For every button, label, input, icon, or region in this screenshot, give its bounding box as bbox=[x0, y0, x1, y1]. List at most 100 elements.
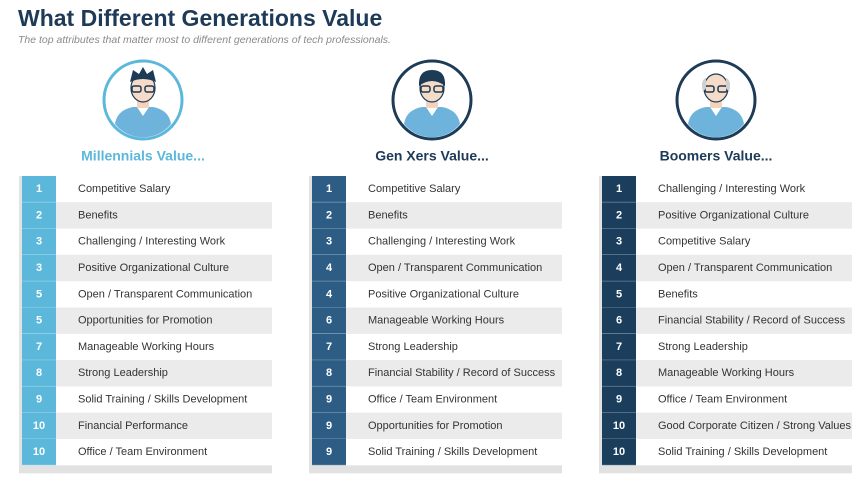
rank: 9 bbox=[36, 393, 42, 405]
row-background bbox=[602, 360, 852, 387]
rank: 4 bbox=[326, 288, 333, 300]
rank: 8 bbox=[616, 367, 622, 379]
row-background bbox=[602, 333, 852, 361]
row-background bbox=[22, 307, 272, 334]
rank: 7 bbox=[36, 341, 42, 353]
column-heading: Gen Xers Value... bbox=[375, 148, 489, 164]
row-background bbox=[312, 333, 562, 361]
attribute: Good Corporate Citizen / Strong Values bbox=[658, 420, 852, 432]
attribute: Financial Performance bbox=[78, 420, 188, 432]
attribute: Solid Training / Skills Development bbox=[658, 446, 827, 458]
row-background bbox=[22, 228, 272, 255]
row-background bbox=[602, 254, 852, 282]
rank-box bbox=[312, 228, 346, 255]
rank-box bbox=[602, 281, 636, 308]
rank-box bbox=[312, 412, 346, 439]
rank: 2 bbox=[326, 209, 332, 221]
attribute: Office / Team Environment bbox=[78, 446, 207, 458]
rank-box bbox=[22, 281, 56, 308]
row-background bbox=[312, 386, 562, 413]
row-background bbox=[312, 202, 562, 229]
rank: 7 bbox=[326, 341, 332, 353]
column-heading: Boomers Value... bbox=[660, 148, 773, 164]
attribute: Office / Team Environment bbox=[658, 393, 787, 405]
rank: 9 bbox=[326, 420, 332, 432]
attribute: Open / Transparent Communication bbox=[368, 262, 542, 274]
rank-box bbox=[312, 360, 346, 387]
rank-box bbox=[312, 333, 346, 361]
row-background bbox=[602, 228, 852, 255]
rank: 8 bbox=[326, 367, 332, 379]
rank-box bbox=[602, 360, 636, 387]
rank-box bbox=[312, 202, 346, 229]
attribute: Office / Team Environment bbox=[368, 393, 497, 405]
row-background bbox=[312, 254, 562, 282]
rank-box bbox=[22, 176, 56, 203]
rank-box bbox=[602, 386, 636, 413]
rank-box bbox=[22, 360, 56, 387]
attribute: Positive Organizational Culture bbox=[658, 209, 809, 221]
rank: 10 bbox=[33, 420, 45, 432]
row-background bbox=[312, 228, 562, 255]
rank: 5 bbox=[36, 288, 42, 300]
rank-box bbox=[312, 176, 346, 203]
attribute: Benefits bbox=[658, 288, 698, 300]
attribute: Open / Transparent Communication bbox=[78, 288, 252, 300]
rank-box bbox=[22, 228, 56, 255]
attribute: Benefits bbox=[78, 209, 118, 221]
rank: 10 bbox=[613, 420, 625, 432]
attribute: Manageable Working Hours bbox=[368, 315, 505, 327]
rank-box bbox=[312, 439, 346, 466]
attribute: Manageable Working Hours bbox=[78, 341, 215, 353]
attribute: Competitive Salary bbox=[658, 236, 751, 248]
row-background bbox=[22, 176, 272, 203]
row-background bbox=[22, 333, 272, 361]
rank: 9 bbox=[616, 393, 622, 405]
attribute: Manageable Working Hours bbox=[658, 367, 795, 379]
attribute: Competitive Salary bbox=[368, 183, 461, 195]
attribute: Benefits bbox=[368, 209, 408, 221]
rank-box bbox=[602, 254, 636, 282]
row-background bbox=[602, 307, 852, 334]
attribute: Positive Organizational Culture bbox=[78, 262, 229, 274]
attribute: Strong Leadership bbox=[368, 341, 458, 353]
attribute: Opportunities for Promotion bbox=[78, 315, 213, 327]
row-background bbox=[22, 386, 272, 413]
row-background bbox=[312, 176, 562, 203]
row-background bbox=[22, 254, 272, 282]
rank-box bbox=[312, 254, 346, 282]
attribute: Positive Organizational Culture bbox=[368, 288, 519, 300]
attribute: Solid Training / Skills Development bbox=[368, 446, 537, 458]
attribute: Challenging / Interesting Work bbox=[78, 236, 226, 248]
rank: 3 bbox=[36, 262, 42, 274]
attribute: Solid Training / Skills Development bbox=[78, 393, 247, 405]
row-background bbox=[312, 307, 562, 334]
rank: 1 bbox=[36, 183, 42, 195]
rank: 3 bbox=[616, 236, 622, 248]
rank-box bbox=[602, 439, 636, 466]
rank-box bbox=[22, 307, 56, 334]
row-background bbox=[312, 281, 562, 308]
row-background bbox=[602, 412, 852, 439]
rank: 10 bbox=[613, 446, 625, 458]
rank: 4 bbox=[616, 262, 623, 274]
rank: 2 bbox=[616, 209, 622, 221]
rank: 8 bbox=[36, 367, 42, 379]
rank-box bbox=[22, 333, 56, 361]
attribute: Challenging / Interesting Work bbox=[658, 183, 806, 195]
row-background bbox=[22, 281, 272, 308]
attribute: Opportunities for Promotion bbox=[368, 420, 503, 432]
attribute: Financial Stability / Record of Success bbox=[368, 367, 556, 379]
avatar bbox=[102, 59, 184, 141]
rank-box bbox=[22, 254, 56, 282]
rank: 5 bbox=[616, 288, 622, 300]
subtitle: The top attributes that matter most to d… bbox=[18, 34, 391, 46]
row-background bbox=[22, 202, 272, 229]
row-background bbox=[602, 439, 852, 466]
column-heading: Millennials Value... bbox=[81, 148, 205, 164]
rank-box bbox=[312, 281, 346, 308]
rank: 1 bbox=[616, 183, 622, 195]
row-background bbox=[602, 281, 852, 308]
rank-box bbox=[602, 202, 636, 229]
rank-box bbox=[312, 386, 346, 413]
